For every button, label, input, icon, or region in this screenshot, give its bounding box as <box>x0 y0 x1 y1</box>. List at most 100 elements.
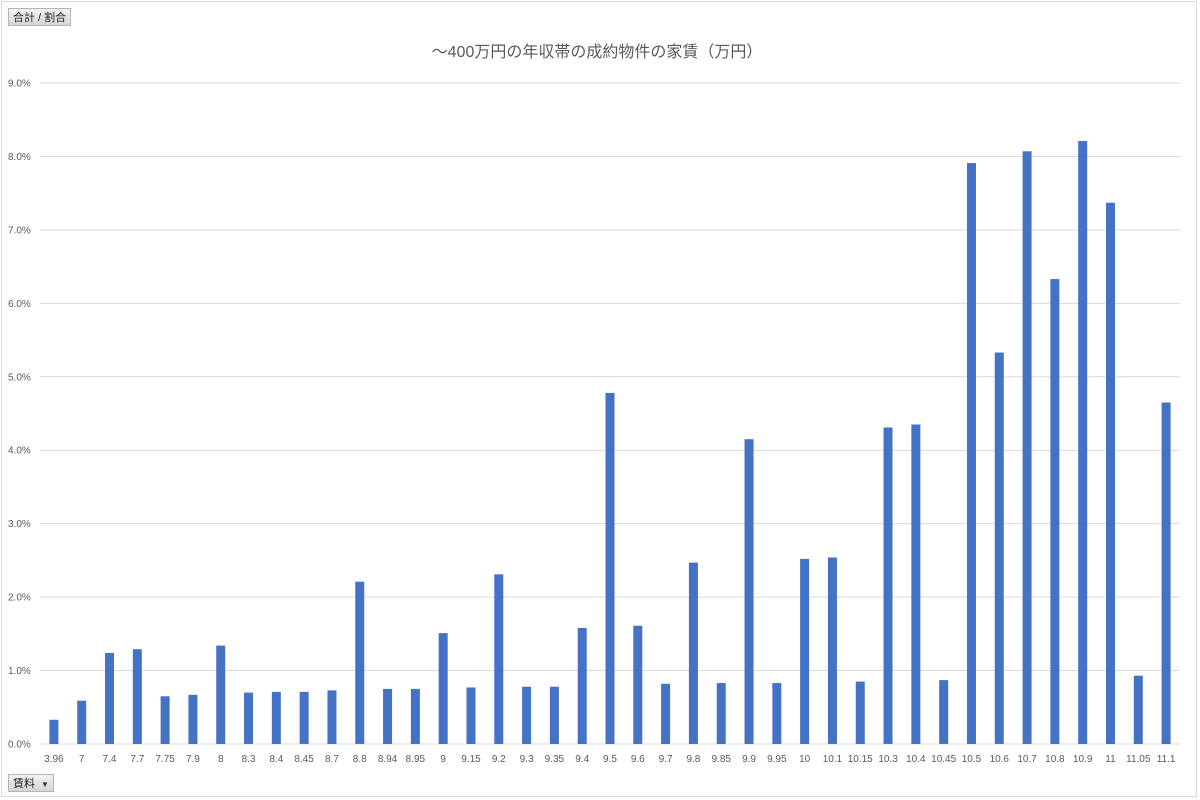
x-tick-label: 11 <box>1105 754 1116 765</box>
bar[interactable] <box>549 686 559 744</box>
x-tick-label: 10.5 <box>962 754 982 765</box>
axis-field-button[interactable]: 賃料 ▼ <box>8 774 54 792</box>
x-tick-label: 9.5 <box>603 754 617 765</box>
bar[interactable] <box>494 574 504 744</box>
bar[interactable] <box>688 562 698 744</box>
bar[interactable] <box>383 688 393 744</box>
bar[interactable] <box>77 700 87 744</box>
bar[interactable] <box>410 688 420 744</box>
bar[interactable] <box>911 424 921 744</box>
x-tick-label: 9.8 <box>686 754 700 765</box>
bar[interactable] <box>188 694 198 744</box>
bar[interactable] <box>883 427 893 744</box>
x-tick-label: 9.7 <box>659 754 673 765</box>
bar[interactable] <box>327 690 337 744</box>
x-tick-label: 11.1 <box>1157 754 1176 765</box>
x-tick-label: 8.94 <box>378 754 398 765</box>
x-tick-label: 8.7 <box>325 754 339 765</box>
bar[interactable] <box>355 581 365 744</box>
bar[interactable] <box>716 683 726 744</box>
y-tick-label: 7.0% <box>8 225 31 236</box>
x-tick-label: 10.6 <box>990 754 1010 765</box>
y-tick-label: 9.0% <box>8 79 31 90</box>
x-tick-label: 7.4 <box>103 754 117 765</box>
x-tick-label: 8.4 <box>269 754 283 765</box>
bar[interactable] <box>299 691 309 744</box>
x-tick-label: 10.7 <box>1017 754 1037 765</box>
x-tick-label: 9.2 <box>492 754 506 765</box>
bar[interactable] <box>1105 202 1115 744</box>
x-tick-label: 9.15 <box>461 754 481 765</box>
bar[interactable] <box>855 681 865 744</box>
x-tick-label: 7.9 <box>186 754 200 765</box>
x-tick-label: 9.9 <box>742 754 756 765</box>
y-tick-label: 6.0% <box>8 299 31 310</box>
x-tick-label: 8.3 <box>242 754 256 765</box>
x-tick-label: 9.35 <box>545 754 565 765</box>
bar[interactable] <box>1133 675 1143 744</box>
bar[interactable] <box>466 687 476 744</box>
y-tick-label: 0.0% <box>8 740 31 751</box>
x-tick-label: 9.3 <box>520 754 534 765</box>
x-tick-label: 9.6 <box>631 754 645 765</box>
bar[interactable] <box>132 649 142 744</box>
bar[interactable] <box>661 683 671 744</box>
bar[interactable] <box>1050 279 1060 744</box>
x-tick-label: 10.45 <box>931 754 956 765</box>
bar-series <box>49 141 1171 744</box>
bar[interactable] <box>605 392 615 744</box>
bar[interactable] <box>994 352 1004 744</box>
value-field-button[interactable]: 合計 / 割合 <box>8 8 72 26</box>
x-tick-label: 10.8 <box>1045 754 1065 765</box>
x-axis-ticks: 3.96 7 7.4 7.7 7.75 7.9 8 8.3 8.4 8.45 8.7 8.8 8.94 8… <box>44 754 1176 765</box>
value-field-label: 合計 / 割合 <box>13 12 67 24</box>
bar[interactable] <box>939 680 949 744</box>
x-tick-label: 9.85 <box>711 754 731 765</box>
x-tick-label: 11.05 <box>1126 754 1151 765</box>
y-tick-label: 5.0% <box>8 372 31 383</box>
bar[interactable] <box>160 696 170 744</box>
bar[interactable] <box>522 686 532 744</box>
y-tick-label: 1.0% <box>8 666 31 677</box>
x-tick-label: 10.3 <box>878 754 898 765</box>
x-tick-label: 10 <box>799 754 811 765</box>
x-tick-label: 9.4 <box>575 754 589 765</box>
bar[interactable] <box>438 633 448 744</box>
bar[interactable] <box>800 558 810 744</box>
bar[interactable] <box>1022 151 1032 744</box>
x-tick-label: 10.4 <box>906 754 926 765</box>
bar[interactable] <box>772 683 782 744</box>
bar[interactable] <box>271 691 281 744</box>
x-tick-label: 10.1 <box>823 754 843 765</box>
x-tick-label: 7.7 <box>130 754 144 765</box>
y-tick-label: 2.0% <box>8 593 31 604</box>
bar[interactable] <box>105 652 115 744</box>
x-tick-label: 9.95 <box>767 754 787 765</box>
bar[interactable] <box>744 439 754 744</box>
bar[interactable] <box>966 163 976 744</box>
bar[interactable] <box>1161 402 1171 744</box>
y-tick-label: 3.0% <box>8 519 31 530</box>
bar[interactable] <box>1078 141 1088 744</box>
x-tick-label: 8.95 <box>406 754 426 765</box>
bar[interactable] <box>216 645 226 744</box>
x-tick-label: 3.96 <box>44 754 64 765</box>
y-tick-label: 4.0% <box>8 446 31 457</box>
x-tick-label: 8 <box>218 754 224 765</box>
x-tick-label: 8.8 <box>353 754 367 765</box>
bar[interactable] <box>633 625 643 744</box>
bar[interactable] <box>577 627 587 744</box>
bar[interactable] <box>244 692 254 744</box>
dropdown-arrow-icon[interactable]: ▼ <box>41 780 49 789</box>
x-tick-label: 10.9 <box>1073 754 1093 765</box>
axis-field-label: 賃料 <box>13 778 35 790</box>
x-tick-label: 8.45 <box>294 754 314 765</box>
chart-title: 〜400万円の年収帯の成約物件の家賃（万円） <box>432 43 763 61</box>
x-tick-label: 7 <box>79 754 85 765</box>
y-tick-label: 8.0% <box>8 152 31 163</box>
bar[interactable] <box>827 557 837 744</box>
x-tick-label: 10.15 <box>848 754 873 765</box>
bar[interactable] <box>49 719 59 744</box>
